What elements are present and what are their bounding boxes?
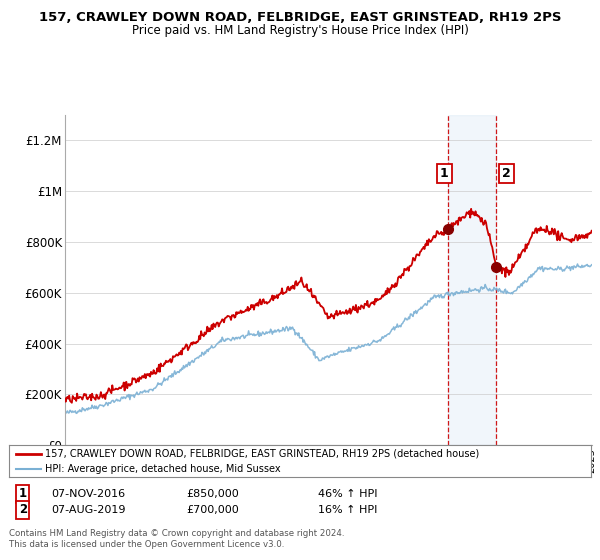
Text: 07-AUG-2019: 07-AUG-2019 <box>51 505 125 515</box>
Text: 1: 1 <box>19 487 27 501</box>
Bar <box>448 115 496 445</box>
Text: This data is licensed under the Open Government Licence v3.0.: This data is licensed under the Open Gov… <box>9 540 284 549</box>
Text: 1: 1 <box>440 167 448 180</box>
Text: 46% ↑ HPI: 46% ↑ HPI <box>318 489 377 499</box>
Text: 2: 2 <box>502 167 511 180</box>
Text: 157, CRAWLEY DOWN ROAD, FELBRIDGE, EAST GRINSTEAD, RH19 2PS (detached house): 157, CRAWLEY DOWN ROAD, FELBRIDGE, EAST … <box>45 449 479 459</box>
Text: 07-NOV-2016: 07-NOV-2016 <box>51 489 125 499</box>
Text: £850,000: £850,000 <box>186 489 239 499</box>
Text: Price paid vs. HM Land Registry's House Price Index (HPI): Price paid vs. HM Land Registry's House … <box>131 24 469 36</box>
Text: 157, CRAWLEY DOWN ROAD, FELBRIDGE, EAST GRINSTEAD, RH19 2PS: 157, CRAWLEY DOWN ROAD, FELBRIDGE, EAST … <box>39 11 561 24</box>
Text: Contains HM Land Registry data © Crown copyright and database right 2024.: Contains HM Land Registry data © Crown c… <box>9 529 344 538</box>
Text: 2: 2 <box>19 503 27 516</box>
Text: 16% ↑ HPI: 16% ↑ HPI <box>318 505 377 515</box>
Text: HPI: Average price, detached house, Mid Sussex: HPI: Average price, detached house, Mid … <box>45 464 281 474</box>
Text: £700,000: £700,000 <box>186 505 239 515</box>
